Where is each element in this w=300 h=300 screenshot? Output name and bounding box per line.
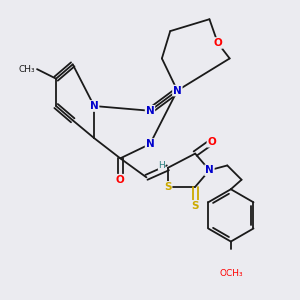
Text: N: N bbox=[146, 106, 154, 116]
Text: O: O bbox=[213, 38, 222, 48]
Text: N: N bbox=[205, 165, 214, 175]
Text: O: O bbox=[207, 137, 216, 147]
Text: CH₃: CH₃ bbox=[18, 65, 35, 74]
Text: S: S bbox=[164, 182, 172, 192]
Text: S: S bbox=[191, 201, 199, 211]
Text: N: N bbox=[173, 85, 182, 96]
Text: O: O bbox=[116, 175, 125, 185]
Text: OCH₃: OCH₃ bbox=[219, 269, 243, 278]
Text: N: N bbox=[90, 101, 98, 111]
Text: H: H bbox=[158, 161, 165, 170]
Text: N: N bbox=[146, 139, 154, 149]
